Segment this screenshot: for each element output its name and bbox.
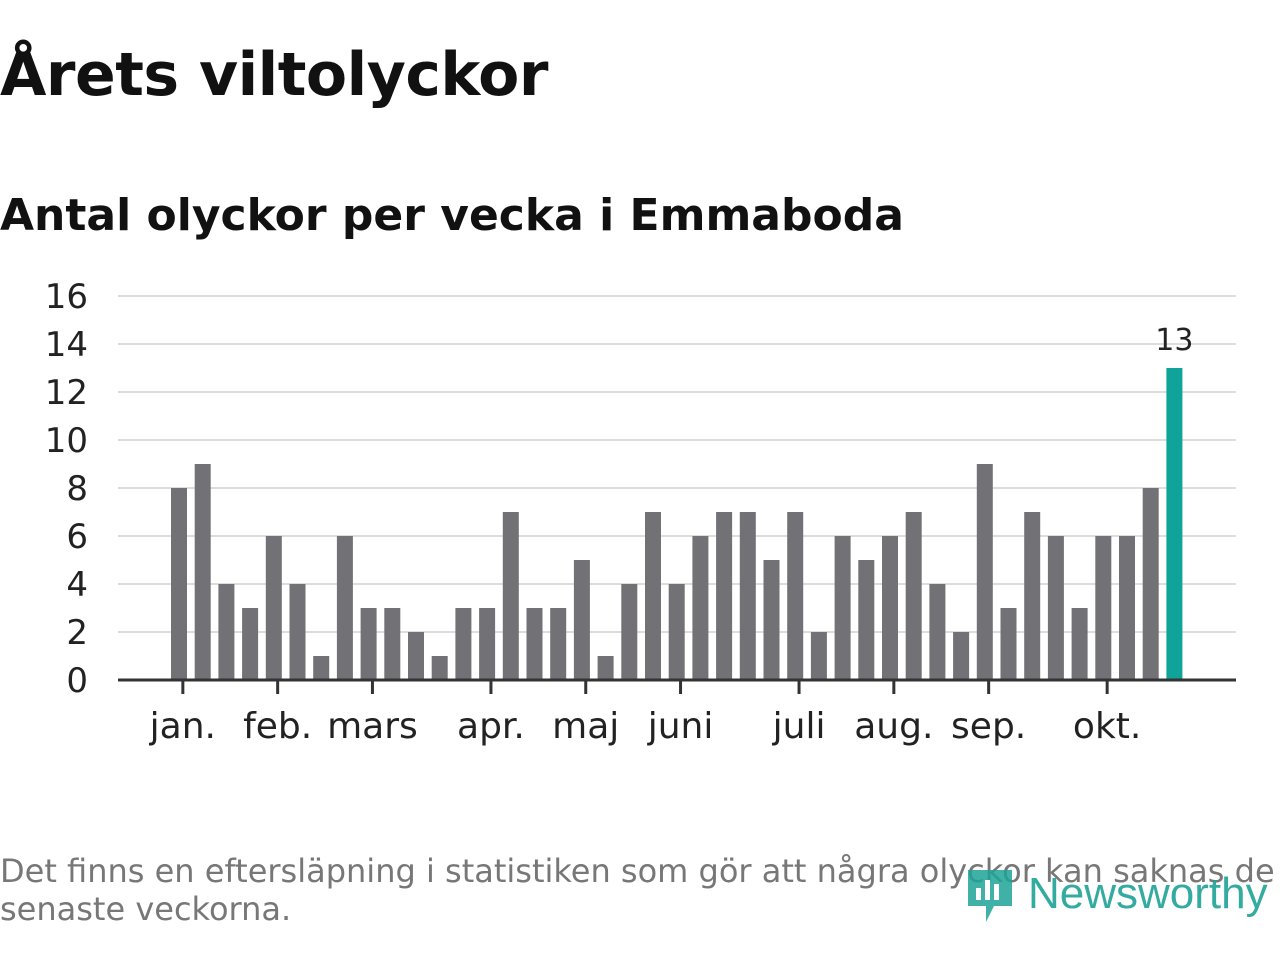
bar — [692, 536, 709, 680]
bar — [787, 512, 804, 680]
x-tick-label: okt. — [1073, 706, 1141, 747]
bar — [194, 464, 211, 680]
bar — [502, 512, 519, 680]
y-tick-label: 0 — [66, 661, 88, 701]
bar — [810, 632, 827, 680]
bar — [408, 632, 424, 680]
bar — [455, 608, 472, 680]
footnote: Det finns en eftersläpning i statistiken… — [0, 852, 1275, 928]
x-tick-label: aug. — [854, 706, 933, 747]
x-tick-label: juli — [772, 706, 826, 747]
bar — [1071, 608, 1088, 680]
y-tick-label: 2 — [66, 613, 88, 653]
chart-title: Årets viltolyckor — [0, 40, 549, 110]
bar — [336, 536, 353, 680]
highlight-value-label: 13 — [1155, 323, 1193, 358]
y-axis-ticks: 0 2 4 6 8 10 12 14 16 — [45, 277, 88, 701]
x-tick-label: feb. — [243, 706, 312, 747]
bar — [716, 512, 733, 680]
bar — [668, 584, 685, 680]
brand-name: Newsworthy — [1028, 869, 1268, 918]
bar — [858, 560, 875, 680]
bar — [526, 608, 543, 680]
bar — [929, 584, 946, 680]
bar — [1047, 536, 1064, 680]
bars — [171, 368, 1183, 680]
bar — [597, 656, 614, 680]
y-tick-label: 6 — [66, 517, 88, 557]
bar — [953, 632, 970, 680]
bar — [384, 608, 401, 680]
bar — [621, 584, 638, 680]
bar — [265, 536, 282, 680]
newsworthy-logo: Newsworthy — [964, 862, 1268, 926]
x-tick-label: sep. — [951, 706, 1026, 747]
bar — [550, 608, 567, 680]
bar — [763, 560, 780, 680]
bar — [739, 512, 756, 680]
x-tick-label: jan. — [149, 706, 216, 747]
bar — [431, 656, 448, 680]
bar — [834, 536, 851, 680]
bar — [573, 560, 590, 680]
bar — [1119, 536, 1135, 680]
x-tick-label: maj — [552, 706, 619, 747]
x-tick-label: juni — [647, 706, 714, 747]
y-tick-label: 12 — [45, 373, 88, 413]
data-labels: 13 — [1155, 323, 1193, 358]
bar — [645, 512, 661, 680]
y-tick-label: 16 — [45, 277, 88, 317]
bar — [289, 584, 306, 680]
chart-subtitle: Antal olyckor per vecka i Emmaboda — [0, 190, 904, 241]
bar — [905, 512, 922, 680]
y-tick-label: 10 — [45, 421, 88, 461]
x-axis: jan. feb. mars apr. maj juni juli aug. sep. okt. — [118, 678, 1236, 747]
bar — [242, 608, 259, 680]
bar — [1024, 512, 1041, 680]
y-tick-label: 14 — [45, 325, 88, 365]
bar — [1142, 488, 1159, 680]
y-tick-label: 8 — [66, 469, 88, 509]
bar — [313, 656, 330, 680]
gridlines — [118, 295, 1236, 633]
bar — [479, 608, 496, 680]
bar — [976, 464, 993, 680]
bar — [360, 608, 377, 680]
y-tick-label: 4 — [66, 565, 88, 605]
bar — [1000, 608, 1017, 680]
x-tick-label: apr. — [457, 706, 525, 747]
bar — [1095, 536, 1112, 680]
bar — [218, 584, 235, 680]
newsworthy-logo-icon — [968, 870, 1012, 922]
x-tick-label: mars — [327, 706, 418, 747]
bar — [171, 488, 187, 680]
bar-highlight — [1166, 368, 1183, 680]
bar — [882, 536, 898, 680]
